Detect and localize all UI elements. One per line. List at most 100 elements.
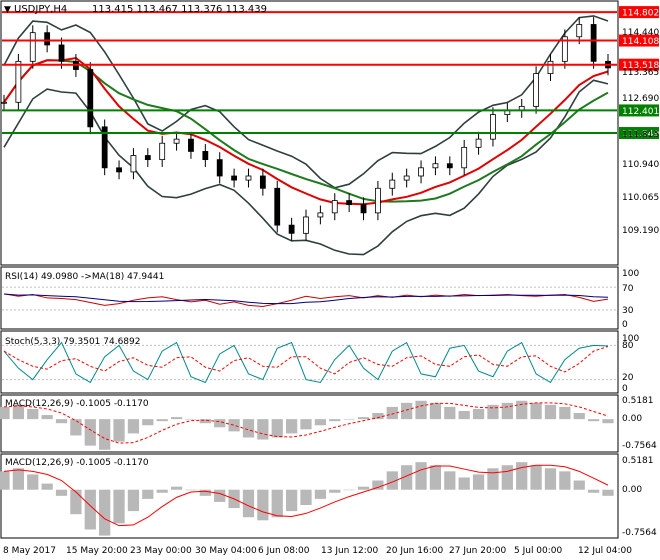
candle-body xyxy=(231,175,237,181)
stoch-scale-label: 80 xyxy=(622,341,634,351)
candle-body xyxy=(29,32,36,62)
level-tag xyxy=(619,34,659,47)
level-tag xyxy=(619,6,659,19)
macd-histogram-bar xyxy=(27,408,39,420)
time-label: 8 May 2017 xyxy=(3,546,56,556)
candle-body xyxy=(303,216,309,234)
candle-body xyxy=(317,212,324,218)
candle-body xyxy=(101,126,108,169)
macd2-histogram-bar xyxy=(472,474,485,490)
rsi-scale-label: 0 xyxy=(622,320,628,330)
macd-histogram-bar xyxy=(415,400,427,420)
macd2-histogram-bar xyxy=(516,462,528,490)
macd2-scale-label: 0.5181 xyxy=(622,456,654,466)
macd-histogram-bar xyxy=(55,419,68,424)
candle-body xyxy=(259,175,266,189)
dropdown-arrow-icon[interactable]: ▼ xyxy=(4,5,11,15)
macd2-histogram-bar xyxy=(588,489,600,493)
stoch-panel[interactable] xyxy=(0,330,619,394)
macd-histogram-bar xyxy=(559,406,571,420)
time-label: 13 Jun 12:00 xyxy=(321,546,378,556)
candle-body xyxy=(87,69,94,128)
slow-moving-average xyxy=(3,59,609,203)
macd2-histogram-bar xyxy=(257,489,269,521)
candle-body xyxy=(116,167,122,173)
macd-histogram-bar xyxy=(286,419,298,434)
macd2-histogram-bar xyxy=(99,489,111,536)
symbol-timeframe: USDJPY,H4 xyxy=(14,4,67,15)
macd-histogram-bar xyxy=(127,419,140,434)
macd2-histogram-bar xyxy=(415,462,427,490)
macd2-histogram-bar xyxy=(401,465,413,490)
macd2-histogram-bar xyxy=(602,489,614,496)
macd2-scale-label: -0.7564 xyxy=(622,528,657,538)
macd-histogram-bar xyxy=(343,419,355,420)
macd2-histogram-bar xyxy=(84,489,96,530)
macd-signal-line xyxy=(3,402,609,444)
candle-body xyxy=(590,24,597,62)
macd-histogram-bar xyxy=(70,419,82,436)
candle-body xyxy=(490,114,496,140)
level-tag-label: 111.849 xyxy=(622,130,659,140)
macd-histogram-bar xyxy=(357,417,370,420)
price-label: 111.815 xyxy=(622,130,659,140)
candle-body xyxy=(216,159,223,177)
time-label: 15 May 20:00 xyxy=(66,546,128,556)
macd2-histogram-bar xyxy=(170,486,183,490)
macd-histogram-bar xyxy=(386,406,398,420)
macd2-histogram-bar xyxy=(113,489,125,524)
macd-histogram-bar xyxy=(41,415,53,420)
rsi-title: RSI(14) 49.0980 ->MA(18) 47.9441 xyxy=(5,272,164,282)
level-tag-label: 114.108 xyxy=(622,37,659,47)
fast-moving-average xyxy=(3,56,609,206)
macd2-signal-line xyxy=(3,464,609,527)
candle-body xyxy=(547,60,554,75)
time-label: 30 May 04:00 xyxy=(195,546,257,556)
candle-body xyxy=(446,163,453,169)
macd2-histogram-bar xyxy=(544,468,557,490)
price-label: 109.190 xyxy=(622,226,659,236)
macd-histogram-bar xyxy=(573,413,585,420)
macd-histogram-bar xyxy=(588,419,600,422)
macd-histogram-bar xyxy=(257,419,269,440)
candle-body xyxy=(375,187,381,214)
candle-body xyxy=(346,200,353,206)
macd-histogram-bar xyxy=(185,419,197,420)
macd2-histogram-bar xyxy=(127,489,140,512)
level-tag-label: 114.802 xyxy=(622,9,659,19)
macd2-histogram-bar xyxy=(314,489,326,499)
ohlc-values: 113.415 113.467 113.376 113.439 xyxy=(92,4,267,15)
macd2-histogram-bar xyxy=(357,486,370,490)
macd-histogram-bar xyxy=(501,402,513,420)
candle-body xyxy=(1,101,7,104)
time-label: 12 Jul 04:00 xyxy=(578,546,632,556)
macd2-histogram-bar xyxy=(70,489,82,515)
price-label: 114.440 xyxy=(622,28,659,38)
macd2-histogram-bar xyxy=(27,474,39,490)
time-label: 20 Jun 16:00 xyxy=(386,546,443,556)
candle-body xyxy=(576,24,583,38)
macd2-histogram-bar xyxy=(0,471,10,490)
macd-scale-label: 0.00 xyxy=(622,414,642,424)
candle-body xyxy=(245,175,252,181)
macd2-histogram-bar xyxy=(444,471,456,490)
macd2-histogram-bar xyxy=(429,465,442,490)
macd-histogram-bar xyxy=(84,419,96,446)
stoch-main-line xyxy=(3,341,609,384)
rsi-panel[interactable] xyxy=(0,266,619,330)
candle-body xyxy=(389,179,396,189)
macd-histogram-bar xyxy=(300,419,312,430)
macd-histogram-bar xyxy=(530,402,542,420)
macd-histogram-bar xyxy=(271,419,283,438)
macd-scale-label: -0.7564 xyxy=(622,441,657,451)
time-label: 23 May 00:00 xyxy=(130,546,192,556)
macd-histogram-bar xyxy=(472,408,485,420)
macd-histogram-bar xyxy=(214,419,226,428)
macd2-histogram-bar xyxy=(559,471,571,490)
macd-histogram-bar xyxy=(401,402,413,420)
macd-histogram-bar xyxy=(329,419,341,422)
macd2-histogram-bar xyxy=(501,465,513,490)
macd-title: MACD(12,26,9) -0.1005 -0.1170 xyxy=(5,399,149,409)
stoch-scale-label: 20 xyxy=(622,373,634,383)
